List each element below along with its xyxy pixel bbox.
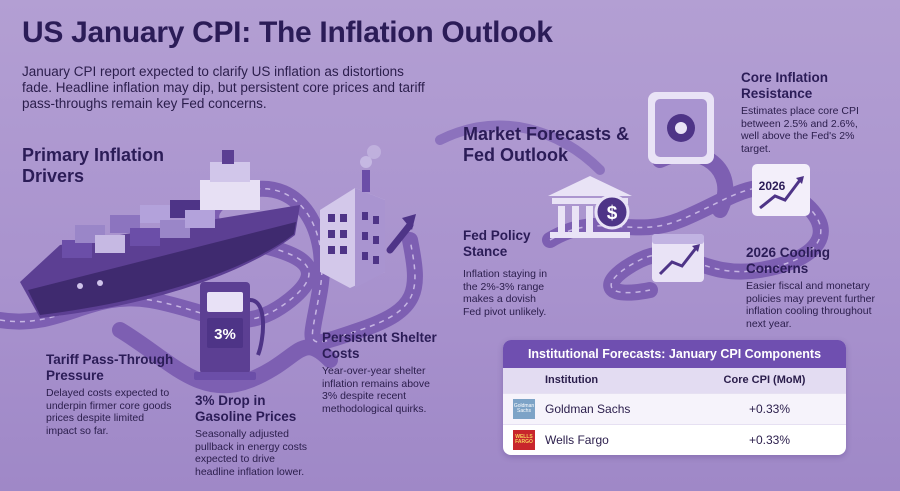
vault-illustration: [648, 92, 714, 164]
institution-name: Wells Fargo: [545, 433, 609, 447]
institution-name: Goldman Sachs: [545, 402, 631, 416]
table-body: Goldman Sachs Goldman Sachs +0.33% WELLS…: [503, 393, 846, 455]
goldman-sachs-logo: Goldman Sachs: [513, 399, 535, 419]
calendar-2026-illustration: [752, 164, 810, 216]
table-row: Goldman Sachs Goldman Sachs +0.33%: [503, 393, 846, 424]
core-cpi-value: +0.33%: [748, 402, 791, 416]
shelter-card: Persistent Shelter Costs Year-over-year …: [322, 330, 440, 415]
table-row: WELLS FARGO Wells Fargo +0.33%: [503, 424, 846, 455]
gas-pump-illustration: [194, 282, 266, 380]
shelter-body: Year-over-year shelter inflation remains…: [322, 365, 430, 415]
svg-text:$: $: [607, 203, 618, 224]
gasoline-body: Seasonally adjusted pullback in energy c…: [195, 428, 308, 478]
page-title: US January CPI: The Inflation Outlook: [22, 16, 553, 49]
apartment-building-illustration: [320, 145, 416, 288]
wells-fargo-logo: WELLS FARGO: [513, 430, 535, 450]
drivers-heading: Primary Inflation Drivers: [22, 145, 165, 186]
shelter-title: Persistent Shelter Costs: [322, 330, 437, 361]
core-cpi-value: +0.33%: [748, 433, 791, 447]
core-title: Core Inflation Resistance: [741, 70, 828, 101]
cooling-card: 2026 Cooling Concerns Easier fiscal and …: [746, 245, 881, 330]
cargo-ship-illustration: [20, 150, 300, 318]
fed-body: Inflation staying in the 2%-3% range mak…: [463, 268, 548, 318]
table-header-row: Institution Core CPI (MoM): [503, 368, 846, 393]
calendar-year-label: 2026: [759, 179, 786, 193]
institutional-forecasts-table: Institutional Forecasts: January CPI Com…: [503, 340, 846, 455]
fed-card: Fed Policy Stance Inflation staying in t…: [463, 228, 553, 318]
cooling-body: Easier fiscal and monetary policies may …: [746, 280, 875, 330]
bank-dollar-illustration: $: [548, 176, 632, 238]
column-header-core-cpi: Core CPI (MoM): [723, 374, 806, 386]
page-subtitle: January CPI report expected to clarify U…: [22, 64, 425, 111]
forecasts-heading: Market Forecasts & Fed Outlook: [463, 124, 630, 165]
calendar-chart-illustration: [652, 234, 704, 282]
core-card: Core Inflation Resistance Estimates plac…: [741, 70, 871, 155]
gasoline-card: 3% Drop in Gasoline Prices Seasonally ad…: [195, 393, 313, 478]
tariff-body: Delayed costs expected to underpin firme…: [46, 387, 172, 437]
gasoline-title: 3% Drop in Gasoline Prices: [195, 393, 297, 424]
table-title: Institutional Forecasts: January CPI Com…: [503, 340, 846, 368]
tariff-card: Tariff Pass-Through Pressure Delayed cos…: [46, 352, 176, 437]
cooling-title: 2026 Cooling Concerns: [746, 245, 831, 276]
core-body: Estimates place core CPI between 2.5% an…: [741, 105, 859, 155]
fed-title: Fed Policy Stance: [463, 228, 531, 259]
pump-percent-label: 3%: [214, 326, 236, 343]
tariff-title: Tariff Pass-Through Pressure: [46, 352, 174, 383]
column-header-institution: Institution: [545, 374, 599, 386]
